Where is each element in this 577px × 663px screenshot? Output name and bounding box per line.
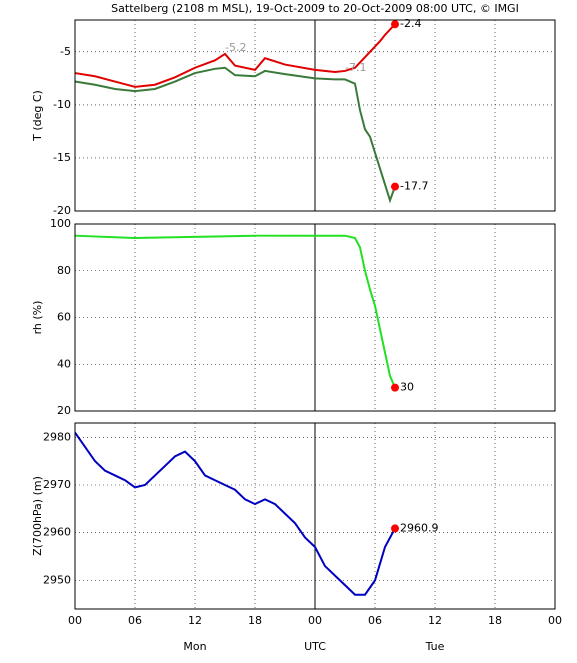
y-tick-label: -15 <box>53 151 71 164</box>
last-value-label: -2.4 <box>400 17 421 30</box>
x-tick-label: 00 <box>548 614 562 627</box>
chart-title: Sattelberg (2108 m MSL), 19-Oct-2009 to … <box>111 2 519 15</box>
last-value-label: 30 <box>400 381 414 394</box>
y-tick-label: 40 <box>57 357 71 370</box>
y-tick-label: 2970 <box>43 478 71 491</box>
day-label: Mon <box>183 640 206 653</box>
last-value-label: -17.7 <box>400 180 428 193</box>
extreme-label: -5.2 <box>225 41 246 54</box>
series-line <box>74 66 396 204</box>
series-line <box>74 431 396 596</box>
x-tick-label: 06 <box>368 614 382 627</box>
y-tick-label: 20 <box>57 404 71 417</box>
y-tick-label: -5 <box>60 45 71 58</box>
y-tick-label: 2980 <box>43 430 71 443</box>
y-axis-label: T (deg C) <box>31 90 44 142</box>
x-tick-label: 00 <box>308 614 322 627</box>
y-tick-label: 60 <box>57 311 71 324</box>
x-tick-label: 06 <box>128 614 142 627</box>
x-tick-label: 18 <box>488 614 502 627</box>
x-tick-label: 18 <box>248 614 262 627</box>
last-value-dot <box>391 20 399 29</box>
y-tick-label: 80 <box>57 264 71 277</box>
last-value-dot <box>391 383 399 392</box>
last-value-dot <box>391 524 399 533</box>
plot-frame <box>74 19 556 212</box>
y-tick-label: -20 <box>53 204 71 217</box>
y-tick-label: -10 <box>53 98 71 111</box>
x-tick-label: 12 <box>188 614 202 627</box>
x-tick-label: 00 <box>68 614 82 627</box>
last-value-label: 2960.9 <box>400 521 439 534</box>
plot-frame <box>74 422 556 610</box>
day-label: UTC <box>304 640 326 653</box>
plot-frame <box>74 223 556 412</box>
last-value-dot <box>391 182 399 191</box>
series-line <box>74 234 396 389</box>
y-axis-label: rh (%) <box>31 301 44 335</box>
extreme-label: -7.1 <box>345 61 366 74</box>
x-tick-label: 12 <box>428 614 442 627</box>
day-label: Tue <box>425 640 445 653</box>
y-tick-label: 2950 <box>43 573 71 586</box>
y-tick-label: 100 <box>50 217 71 230</box>
series-line <box>74 23 396 88</box>
y-tick-label: 2960 <box>43 526 71 539</box>
y-axis-label: Z(700hPa) (m) <box>31 476 44 556</box>
